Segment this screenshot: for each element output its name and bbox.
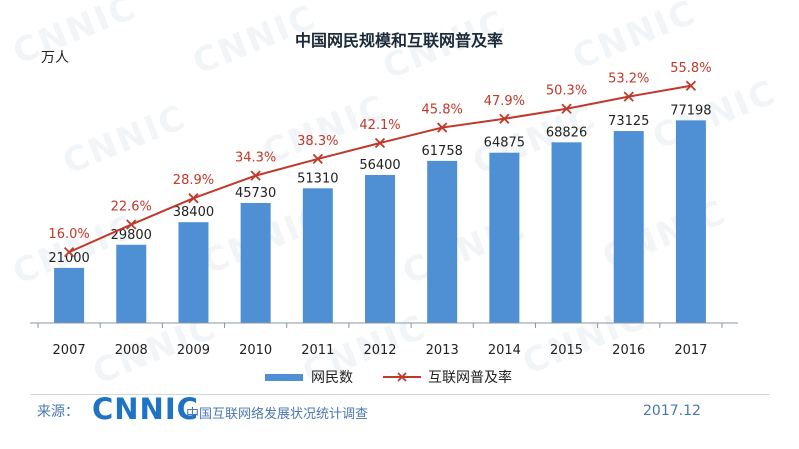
rate-marker <box>437 122 448 133</box>
rate-value-label: 47.9% <box>484 94 525 109</box>
x-tick-label: 2017 <box>674 343 707 358</box>
rate-marker <box>126 219 137 230</box>
rate-value-label: 22.6% <box>111 200 152 215</box>
x-tick-label: 2009 <box>177 343 210 358</box>
x-tick-label: 2016 <box>612 343 645 358</box>
x-tick-label: 2007 <box>53 343 86 358</box>
legend-label: 网民数 <box>311 370 353 386</box>
source-label: 来源： <box>37 404 79 420</box>
bar-value-label: 51310 <box>297 171 338 186</box>
rate-value-label: 42.1% <box>359 118 400 133</box>
x-tick-label: 2013 <box>426 343 459 358</box>
rate-value-label: 16.0% <box>48 227 89 242</box>
rate-marker <box>499 113 510 124</box>
rate-marker <box>312 153 323 165</box>
bar <box>489 152 520 323</box>
bar <box>54 267 85 323</box>
bar <box>116 244 147 323</box>
bar <box>240 202 271 323</box>
rate-value-label: 34.3% <box>235 151 276 166</box>
rate-value-label: 38.3% <box>297 134 338 149</box>
rate-marker <box>685 80 697 91</box>
x-tick-label: 2011 <box>301 343 334 358</box>
bar-value-label: 29800 <box>111 228 152 243</box>
chart-title: 中国网民规模和互联网普及率 <box>295 31 503 50</box>
rate-value-label: 53.2% <box>608 72 649 87</box>
bar-value-label: 61758 <box>422 144 463 159</box>
rate-marker <box>63 246 75 258</box>
bar <box>178 222 209 323</box>
rate-marker <box>623 91 634 102</box>
x-tick-label: 2014 <box>488 343 521 358</box>
x-tick-label: 2015 <box>550 343 583 358</box>
rate-marker <box>374 137 386 149</box>
bar-value-label: 73125 <box>608 114 649 129</box>
rate-value-label: 50.3% <box>546 84 587 99</box>
source-organization: 中国互联网络发展状况统计调查 <box>186 407 369 422</box>
rate-marker <box>188 193 199 204</box>
bar <box>427 160 458 323</box>
footer-divider <box>30 394 770 395</box>
x-tick-label: 2010 <box>239 343 272 358</box>
bar <box>365 174 395 323</box>
bar-value-label: 21000 <box>48 251 89 266</box>
rate-marker <box>250 170 261 181</box>
bar <box>675 120 706 323</box>
bar <box>302 188 333 323</box>
bar-value-label: 38400 <box>173 205 214 220</box>
x-tick-label: 2012 <box>363 343 396 358</box>
legend-label: 互联网普及率 <box>428 369 512 386</box>
bar-value-label: 68826 <box>546 125 587 140</box>
legend-swatch-bar <box>265 374 303 381</box>
rate-marker <box>561 103 572 114</box>
legend-marker <box>397 372 407 382</box>
x-tick-label: 2008 <box>115 343 148 358</box>
report-date: 2017.12 <box>643 403 701 419</box>
bar <box>551 142 582 323</box>
bar <box>613 131 644 323</box>
bar-value-label: 56400 <box>359 158 400 173</box>
cnnic-logo: CNNIC <box>92 392 199 426</box>
bar-value-label: 64875 <box>484 136 525 151</box>
rate-value-label: 28.9% <box>173 173 214 188</box>
y-axis-label: 万人 <box>41 50 69 66</box>
rate-value-label: 55.8% <box>670 61 711 76</box>
rate-value-label: 45.8% <box>422 103 463 118</box>
bar-value-label: 45730 <box>235 186 276 201</box>
bar-value-label: 77198 <box>670 103 711 118</box>
